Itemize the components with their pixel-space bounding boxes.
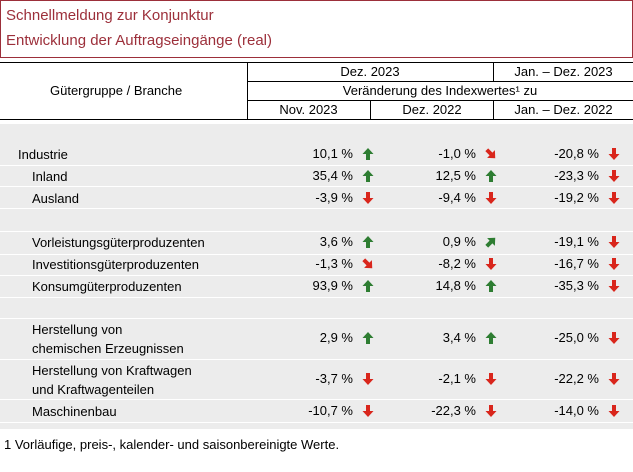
footnote: 1 Vorläufige, preis-, kalender- und sais… [4, 437, 340, 452]
arrow-down-icon [607, 404, 621, 418]
row-label: Herstellung von Kraftwagen [32, 363, 192, 378]
table-body-band [0, 124, 633, 429]
row-label: Inland [32, 169, 68, 184]
value-cell-3: -20,8 % [554, 146, 599, 161]
arrow-up-icon [361, 279, 375, 293]
value-cell-1: -3,9 % [315, 190, 353, 205]
row-label: Vorleistungsgüterproduzenten [32, 235, 205, 250]
value-cell-1: -1,3 % [315, 256, 353, 271]
value-cell-2: -22,3 % [431, 403, 476, 418]
row-separator [0, 275, 633, 276]
arrow-down-icon [607, 279, 621, 293]
arrow-up-icon [484, 169, 498, 183]
arrow-down-icon [607, 147, 621, 161]
row-label-line2: und Kraftwagenteilen [32, 382, 155, 397]
report-header: Schnellmeldung zur Konjunktur Entwicklun… [0, 0, 633, 58]
value-cell-1: -10,7 % [308, 403, 353, 418]
arrow-down-icon [607, 191, 621, 205]
row-label: Industrie [18, 147, 68, 162]
row-label: Konsumgüterproduzenten [32, 279, 182, 294]
value-cell-3: -16,7 % [554, 256, 599, 271]
report-title: Schnellmeldung zur Konjunktur [6, 7, 214, 24]
value-cell-1: -3,7 % [315, 371, 353, 386]
value-cell-3: -22,2 % [554, 371, 599, 386]
header-bottom-rule [0, 119, 633, 120]
row-separator [0, 297, 633, 298]
group-divider [493, 62, 494, 81]
row-separator [0, 422, 633, 423]
arrow-down-icon [607, 331, 621, 345]
report-subtitle: Entwicklung der Auftragseingänge (real) [6, 32, 272, 49]
row-separator [0, 254, 633, 255]
arrow-up-icon [361, 235, 375, 249]
value-cell-2: -9,4 % [438, 190, 476, 205]
col-divider-2 [493, 100, 494, 119]
col-header-nov-2023: Nov. 2023 [279, 102, 338, 117]
value-cell-2: 14,8 % [435, 278, 476, 293]
value-cell-1: 3,6 % [319, 234, 353, 249]
row-separator [0, 208, 633, 209]
col-header-jan-dez-2022: Jan. – Dez. 2022 [514, 102, 613, 117]
value-cell-1: 35,4 % [312, 168, 353, 183]
row-separator [0, 186, 633, 187]
arrow-up-icon [361, 147, 375, 161]
sub-rule [247, 100, 633, 101]
row-label: Maschinenbau [32, 404, 117, 419]
row-separator [0, 318, 633, 319]
value-cell-2: -1,0 % [438, 146, 476, 161]
value-cell-3: -19,2 % [554, 190, 599, 205]
value-cell-2: 12,5 % [435, 168, 476, 183]
arrow-down-icon [607, 235, 621, 249]
row-label: Ausland [32, 191, 79, 206]
row-separator [0, 165, 633, 166]
arrow-down-right-icon [361, 257, 375, 271]
value-cell-3: -23,3 % [554, 168, 599, 183]
col-header-dez-2022: Dez. 2022 [402, 102, 462, 117]
value-cell-3: -25,0 % [554, 330, 599, 345]
value-cell-1: 10,1 % [312, 146, 353, 161]
arrow-down-icon [484, 372, 498, 386]
arrow-down-icon [607, 372, 621, 386]
arrow-down-icon [484, 191, 498, 205]
subheader-change: Veränderung des Indexwertes¹ zu [342, 83, 538, 98]
arrow-up-right-icon [484, 235, 498, 249]
group-rule [247, 81, 633, 82]
value-cell-2: 0,9 % [442, 234, 476, 249]
value-cell-3: -14,0 % [554, 403, 599, 418]
row-separator [0, 399, 633, 400]
header-divider [247, 62, 248, 119]
group-header-jan-dez-2023: Jan. – Dez. 2023 [514, 64, 613, 79]
value-cell-2: -2,1 % [438, 371, 476, 386]
arrow-down-icon [607, 257, 621, 271]
row-label-line2: chemischen Erzeugnissen [32, 341, 184, 356]
arrow-down-icon [484, 257, 498, 271]
row-separator [0, 359, 633, 360]
arrow-down-icon [361, 372, 375, 386]
arrow-down-icon [361, 191, 375, 205]
row-label: Investitionsgüterproduzenten [32, 257, 199, 272]
value-cell-3: -35,3 % [554, 278, 599, 293]
arrow-down-icon [607, 169, 621, 183]
row-label: Herstellung von [32, 322, 123, 337]
value-cell-1: 93,9 % [312, 278, 353, 293]
value-cell-3: -19,1 % [554, 234, 599, 249]
arrow-down-icon [484, 404, 498, 418]
value-cell-2: -8,2 % [438, 256, 476, 271]
value-cell-1: 2,9 % [319, 330, 353, 345]
arrow-up-icon [484, 279, 498, 293]
arrow-up-icon [361, 169, 375, 183]
value-cell-2: 3,4 % [442, 330, 476, 345]
arrow-down-icon [361, 404, 375, 418]
header-top-rule [0, 62, 633, 63]
col-divider-1 [370, 100, 371, 119]
arrow-up-icon [484, 331, 498, 345]
group-header-dez-2023: Dez. 2023 [340, 64, 400, 79]
arrow-up-icon [361, 331, 375, 345]
row-separator [0, 231, 633, 232]
row-header-label: Gütergruppe / Branche [50, 83, 183, 98]
arrow-down-right-icon [484, 147, 498, 161]
